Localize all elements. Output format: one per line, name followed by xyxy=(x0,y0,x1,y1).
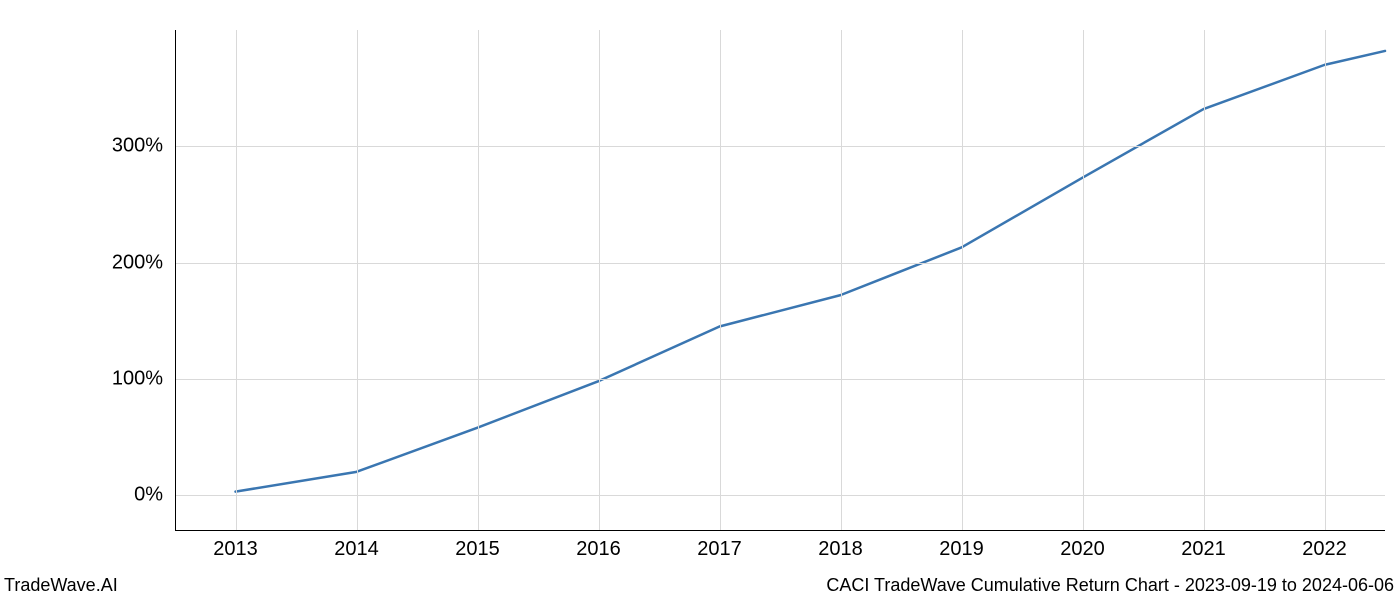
x-tick-label: 2022 xyxy=(1302,538,1347,561)
grid-line-horizontal xyxy=(175,379,1385,380)
grid-line-vertical xyxy=(841,30,842,530)
y-tick-label: 300% xyxy=(112,135,163,158)
grid-line-vertical xyxy=(357,30,358,530)
x-tick-label: 2015 xyxy=(455,538,500,561)
grid-line-horizontal xyxy=(175,263,1385,264)
grid-line-vertical xyxy=(962,30,963,530)
chart-container: 2013 2014 2015 2016 2017 2018 2019 2020 2021 2022… xyxy=(0,0,1400,600)
grid-line-vertical xyxy=(478,30,479,530)
x-tick-label: 2019 xyxy=(939,538,984,561)
x-tick-label: 2021 xyxy=(1181,538,1226,561)
grid-line-vertical xyxy=(599,30,600,530)
grid-line-vertical xyxy=(236,30,237,530)
series-line-cumulative_return xyxy=(236,51,1386,492)
x-axis-line xyxy=(175,530,1385,531)
grid-line-horizontal xyxy=(175,495,1385,496)
x-tick-label: 2020 xyxy=(1060,538,1105,561)
grid-line-vertical xyxy=(1325,30,1326,530)
footer-right-caption: CACI TradeWave Cumulative Return Chart -… xyxy=(826,575,1394,596)
x-tick-label: 2016 xyxy=(576,538,621,561)
x-tick-label: 2018 xyxy=(818,538,863,561)
y-tick-label: 200% xyxy=(112,251,163,274)
footer-left-brand: TradeWave.AI xyxy=(4,575,118,596)
y-tick-label: 100% xyxy=(112,367,163,390)
grid-line-vertical xyxy=(1083,30,1084,530)
grid-line-vertical xyxy=(720,30,721,530)
grid-line-horizontal xyxy=(175,146,1385,147)
x-tick-label: 2013 xyxy=(213,538,258,561)
y-tick-label: 0% xyxy=(134,484,163,507)
grid-line-vertical xyxy=(1204,30,1205,530)
x-tick-label: 2014 xyxy=(334,538,379,561)
y-axis-line xyxy=(175,30,176,530)
x-tick-label: 2017 xyxy=(697,538,742,561)
